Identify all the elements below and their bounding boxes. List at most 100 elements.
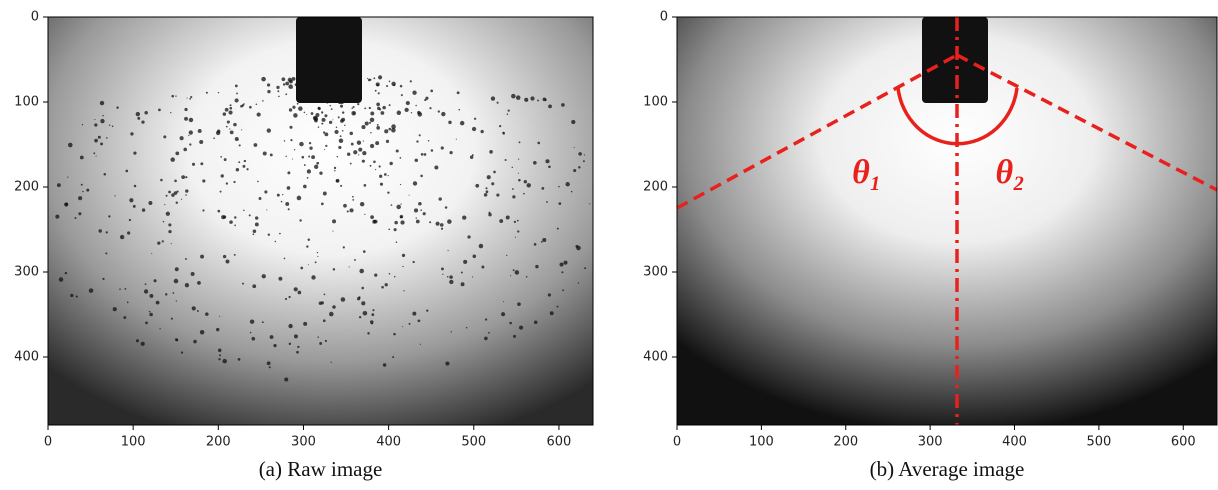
speckle bbox=[375, 141, 380, 146]
speckle bbox=[144, 283, 147, 286]
speckle bbox=[469, 155, 474, 159]
speckle bbox=[308, 155, 311, 158]
speckle bbox=[9, 197, 12, 200]
speckle bbox=[369, 164, 372, 167]
speckle bbox=[335, 126, 338, 129]
speckle bbox=[513, 334, 516, 338]
speckle bbox=[280, 200, 283, 203]
speckle bbox=[266, 209, 268, 211]
speckle bbox=[229, 104, 232, 107]
speckle bbox=[43, 177, 45, 179]
speckle bbox=[132, 204, 136, 208]
speckle bbox=[351, 110, 356, 116]
speckle bbox=[319, 171, 323, 175]
speckle bbox=[124, 287, 127, 290]
speckle bbox=[108, 215, 111, 218]
speckle bbox=[105, 252, 108, 255]
speckle bbox=[346, 210, 349, 213]
speckle bbox=[188, 134, 190, 137]
speckle bbox=[176, 339, 179, 342]
speckle bbox=[299, 219, 302, 222]
speckle bbox=[175, 201, 178, 204]
speckle bbox=[183, 147, 187, 152]
speckle bbox=[266, 128, 271, 133]
speckle bbox=[493, 170, 496, 174]
speckle bbox=[256, 112, 261, 117]
speckle bbox=[197, 129, 202, 133]
speckle bbox=[430, 149, 434, 152]
speckle bbox=[368, 121, 372, 124]
speckle bbox=[604, 105, 606, 107]
speckle bbox=[575, 244, 579, 248]
x-tick-label: 600 bbox=[547, 435, 572, 450]
speckle bbox=[546, 201, 548, 203]
speckle bbox=[561, 103, 565, 107]
speckle bbox=[402, 326, 404, 328]
speckle bbox=[262, 100, 264, 102]
speckle bbox=[343, 203, 347, 208]
speckle bbox=[102, 114, 104, 117]
speckle bbox=[357, 102, 360, 106]
speckle bbox=[289, 125, 293, 129]
x-tick-label: 200 bbox=[206, 435, 231, 450]
speckle bbox=[614, 218, 617, 221]
speckle bbox=[399, 84, 403, 88]
speckle bbox=[388, 272, 391, 275]
speckle bbox=[140, 341, 145, 346]
speckle bbox=[324, 339, 327, 343]
speckle bbox=[507, 109, 510, 112]
speckle bbox=[496, 193, 500, 197]
speckle bbox=[371, 322, 374, 325]
speckle bbox=[420, 209, 423, 212]
speckle bbox=[199, 139, 204, 145]
speckle bbox=[332, 305, 336, 309]
speckle bbox=[308, 142, 312, 145]
speckle bbox=[339, 135, 342, 138]
speckle bbox=[141, 208, 146, 212]
x-tick-label: 500 bbox=[461, 435, 486, 450]
speckle bbox=[416, 140, 419, 143]
speckle bbox=[526, 183, 531, 188]
speckle bbox=[358, 315, 362, 319]
speckle bbox=[460, 271, 463, 274]
speckle bbox=[292, 105, 296, 109]
speckle bbox=[571, 119, 576, 125]
speckle bbox=[301, 155, 305, 159]
speckle bbox=[455, 138, 457, 140]
speckle bbox=[288, 84, 293, 89]
y-tick-label: 100 bbox=[14, 95, 39, 110]
speckle bbox=[367, 77, 369, 80]
speckle bbox=[396, 110, 402, 116]
speckle bbox=[373, 219, 376, 222]
speckle bbox=[233, 122, 237, 127]
speckle bbox=[412, 90, 417, 95]
speckle bbox=[240, 104, 243, 108]
speckle bbox=[222, 254, 227, 259]
speckle bbox=[660, 141, 664, 145]
speckle bbox=[233, 180, 236, 184]
speckle bbox=[342, 246, 345, 249]
speckle bbox=[202, 209, 205, 212]
speckle bbox=[322, 131, 326, 134]
speckle bbox=[391, 124, 396, 129]
speckle bbox=[393, 332, 396, 336]
speckle bbox=[160, 178, 163, 182]
speckle bbox=[409, 80, 412, 83]
speckle bbox=[348, 266, 350, 268]
speckle bbox=[224, 107, 229, 112]
speckle bbox=[164, 204, 166, 206]
speckle bbox=[376, 102, 380, 107]
speckle bbox=[274, 240, 277, 243]
speckle bbox=[382, 363, 387, 367]
speckle bbox=[287, 171, 291, 175]
speckle bbox=[320, 202, 324, 206]
speckle bbox=[400, 203, 402, 205]
speckle bbox=[426, 309, 429, 312]
speckle bbox=[170, 157, 175, 162]
speckle bbox=[328, 120, 333, 125]
speckle bbox=[284, 297, 288, 301]
speckle bbox=[410, 112, 413, 114]
speckle bbox=[220, 155, 223, 158]
speckle bbox=[243, 159, 247, 163]
x-tick-label: 200 bbox=[833, 435, 858, 450]
